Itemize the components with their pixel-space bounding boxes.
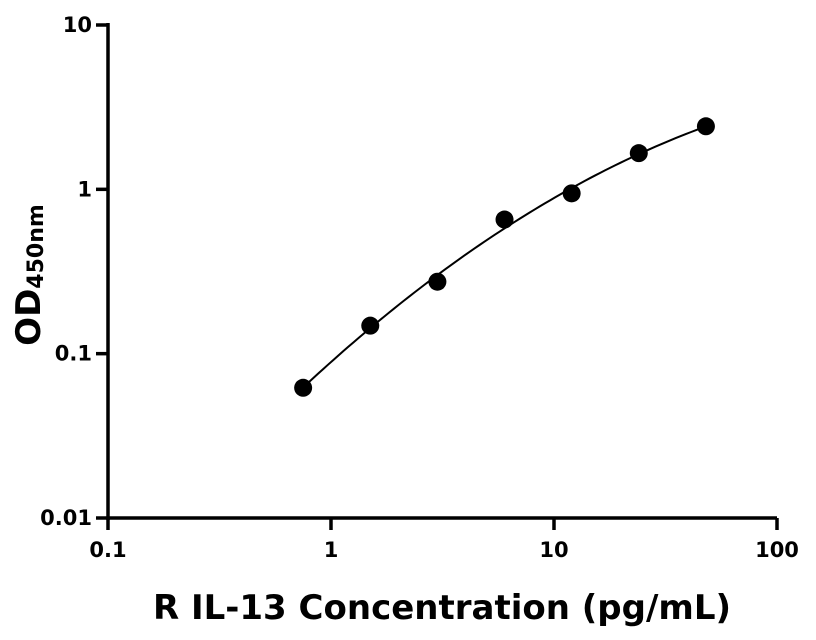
data-point xyxy=(629,144,648,163)
y-axis-title-subscript: 450nm xyxy=(24,204,49,289)
x-tick-label: 100 xyxy=(755,538,799,562)
fit-curve-line xyxy=(302,125,707,389)
y-tick-label: 0.1 xyxy=(55,342,92,366)
data-point xyxy=(428,272,447,291)
x-axis-title: R IL-13 Concentration (pg/mL) xyxy=(153,588,731,628)
data-point xyxy=(495,210,514,229)
x-tick-label: 0.1 xyxy=(89,538,126,562)
y-tick-label: 1 xyxy=(77,177,92,201)
data-point xyxy=(562,184,581,203)
axes-layer xyxy=(106,23,777,520)
fit-curve-layer xyxy=(302,125,707,389)
data-point xyxy=(696,117,715,136)
data-point xyxy=(361,316,380,335)
x-tick-label: 1 xyxy=(324,538,339,562)
y-tick-label: 0.01 xyxy=(40,506,92,530)
y-tick-label: 10 xyxy=(63,13,92,37)
ticks-layer: 0.1 1 10 100 0.01 0.1 1 10 xyxy=(40,13,799,562)
data-point xyxy=(294,378,313,397)
data-points-layer xyxy=(294,117,715,397)
x-tick-label: 10 xyxy=(539,538,568,562)
y-axis-title: OD450nm xyxy=(9,204,49,346)
y-axis-title-main: OD xyxy=(9,289,49,346)
